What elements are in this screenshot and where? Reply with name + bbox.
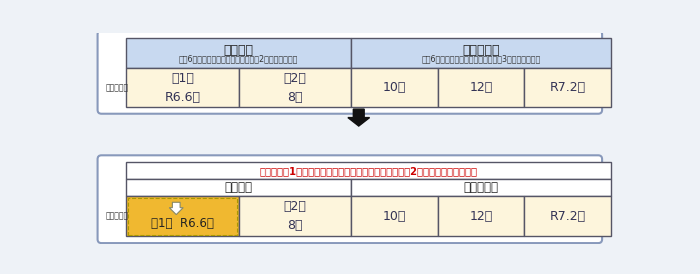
Polygon shape bbox=[169, 202, 183, 215]
Bar bbox=[126, 38, 351, 68]
Bar bbox=[239, 196, 351, 236]
Text: 個人住民税: 個人住民税 bbox=[106, 83, 129, 92]
Bar bbox=[126, 179, 351, 196]
Bar bbox=[351, 38, 610, 68]
Text: 第2期
8月: 第2期 8月 bbox=[284, 200, 307, 232]
Bar bbox=[126, 68, 239, 107]
Text: 普通徴収: 普通徴収 bbox=[223, 44, 253, 57]
Text: 12月: 12月 bbox=[469, 210, 492, 223]
Bar bbox=[351, 179, 610, 196]
FancyBboxPatch shape bbox=[97, 31, 602, 114]
Polygon shape bbox=[348, 109, 370, 126]
Text: 第1期  R6.6月: 第1期 R6.6月 bbox=[151, 217, 214, 230]
Text: 令和6年度分の個人住民税額の半分を2回に分けて徴収: 令和6年度分の個人住民税額の半分を2回に分けて徴収 bbox=[179, 55, 298, 64]
Text: 年金天引き: 年金天引き bbox=[463, 181, 498, 194]
Bar bbox=[351, 68, 438, 107]
Text: 令和6年度分の個人住民税額の半分を3回に分けて徴収: 令和6年度分の個人住民税額の半分を3回に分けて徴収 bbox=[421, 55, 540, 64]
Text: 普通徴収: 普通徴収 bbox=[225, 181, 253, 194]
Text: 10月: 10月 bbox=[383, 81, 406, 94]
FancyBboxPatch shape bbox=[97, 155, 602, 243]
Bar bbox=[126, 196, 239, 236]
Bar bbox=[438, 196, 524, 236]
Text: 個人住民税: 個人住民税 bbox=[106, 212, 129, 221]
Text: R7.2月: R7.2月 bbox=[550, 210, 585, 223]
Text: 第2期
8月: 第2期 8月 bbox=[284, 72, 307, 104]
Bar bbox=[239, 68, 351, 107]
Text: 12月: 12月 bbox=[469, 81, 492, 94]
Bar bbox=[126, 162, 610, 179]
Bar bbox=[524, 196, 610, 236]
Text: R7.2月: R7.2月 bbox=[550, 81, 585, 94]
Text: 普通徴収第1期分から減税し、減税しきれない場合は第2期分以降から順次減税: 普通徴収第1期分から減税し、減税しきれない場合は第2期分以降から順次減税 bbox=[260, 166, 477, 176]
Bar bbox=[524, 68, 610, 107]
Text: 10月: 10月 bbox=[383, 210, 406, 223]
Bar bbox=[128, 198, 237, 235]
Bar bbox=[351, 196, 438, 236]
Bar bbox=[438, 68, 524, 107]
Text: 年金天引き: 年金天引き bbox=[462, 44, 500, 57]
Text: 第1期
R6.6月: 第1期 R6.6月 bbox=[164, 72, 200, 104]
